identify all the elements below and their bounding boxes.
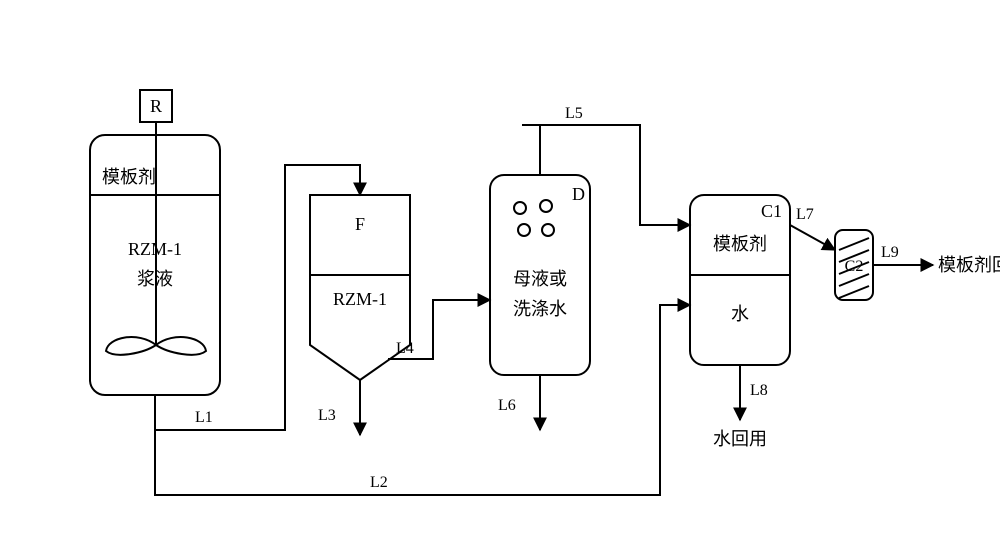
- c2-label: C2: [845, 258, 864, 275]
- label-L6: L6: [498, 397, 516, 414]
- water-recycle: 水回用: [713, 429, 767, 449]
- label-L3: L3: [318, 407, 336, 424]
- label-L9: L9: [881, 244, 899, 261]
- stripper-label: D: [572, 184, 585, 204]
- template-recycle: 模板剂回用: [938, 255, 1000, 275]
- stripper-text-2: 洗涤水: [513, 299, 567, 319]
- label-L8: L8: [750, 382, 768, 399]
- filter-label: F: [355, 214, 365, 234]
- pipe-L7: [790, 225, 835, 250]
- c1-label: C1: [761, 201, 782, 221]
- reactor-text-3: 浆液: [137, 269, 173, 289]
- reactor-text-1: 模板剂: [102, 167, 156, 187]
- label-L7: L7: [796, 206, 814, 223]
- label-L2: L2: [370, 474, 388, 491]
- label-L1: L1: [195, 409, 213, 426]
- reactor-text-2: RZM-1: [128, 239, 182, 259]
- stripper-text-1: 母液或: [513, 269, 567, 289]
- c1-text-top: 模板剂: [713, 234, 767, 254]
- pipe-L2: [155, 305, 690, 495]
- reactor-label: R: [150, 96, 162, 116]
- label-L4: L4: [396, 340, 414, 357]
- label-L5: L5: [565, 105, 583, 122]
- filter-cake-label: RZM-1: [333, 289, 387, 309]
- c1-text-bot: 水: [731, 304, 749, 324]
